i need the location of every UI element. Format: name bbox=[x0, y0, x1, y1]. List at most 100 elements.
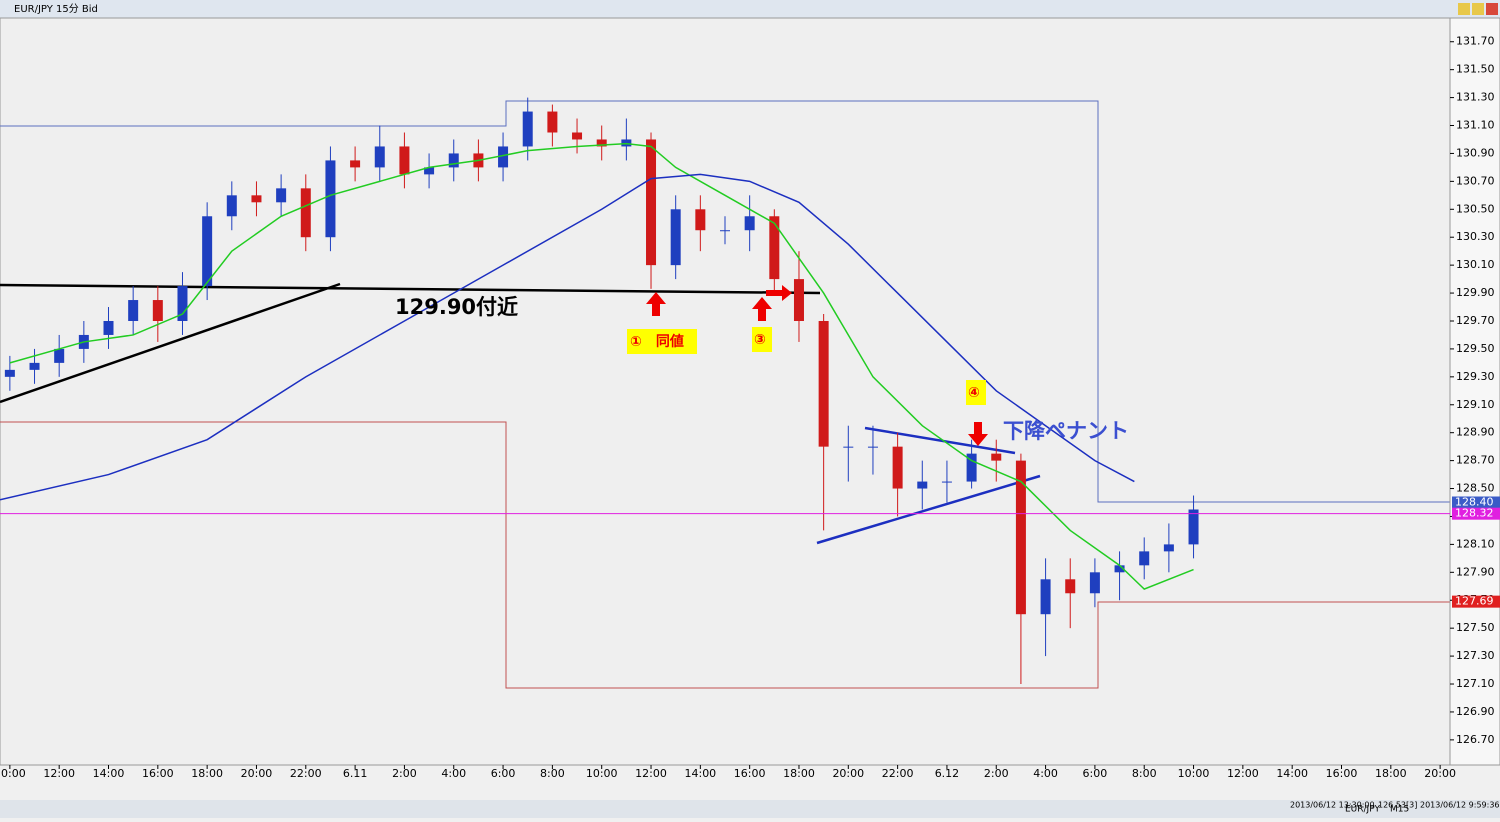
x-tick-label: 6:00 bbox=[1083, 767, 1108, 780]
arrow-up bbox=[752, 297, 772, 321]
y-tick-label: 129.50 bbox=[1456, 342, 1495, 355]
x-tick-label: 16:00 bbox=[142, 767, 174, 780]
y-tick-label: 131.70 bbox=[1456, 35, 1495, 48]
window-title: EUR/JPY 15分 Bid bbox=[14, 3, 98, 15]
x-tick-label: 6.12 bbox=[935, 767, 960, 780]
x-tick-label: 20:00 bbox=[241, 767, 273, 780]
candle-body bbox=[54, 348, 65, 363]
candle-body bbox=[276, 188, 287, 203]
candle-body bbox=[892, 446, 903, 489]
moving-average bbox=[0, 173, 1135, 501]
y-tick-label: 126.90 bbox=[1456, 705, 1495, 718]
candle-body bbox=[1114, 565, 1125, 573]
price-axis bbox=[1449, 17, 1500, 766]
max-button[interactable] bbox=[1472, 3, 1484, 15]
label-bg bbox=[627, 329, 697, 354]
candle-body bbox=[1015, 460, 1026, 615]
x-tick-label: 10:00 bbox=[586, 767, 618, 780]
candle-body bbox=[202, 216, 213, 287]
candle-body bbox=[4, 369, 15, 377]
x-tick-label: 14:00 bbox=[93, 767, 125, 780]
candle-body bbox=[251, 195, 262, 203]
x-tick-label: 14:00 bbox=[1276, 767, 1308, 780]
candle-body bbox=[1065, 579, 1076, 594]
y-tick-label: 129.10 bbox=[1456, 398, 1495, 411]
x-tick-label: 18:00 bbox=[1375, 767, 1407, 780]
candle-body bbox=[966, 453, 977, 482]
y-tick-label: 129.30 bbox=[1456, 370, 1495, 383]
mark3-label: ③ bbox=[754, 332, 766, 348]
x-tick-label: 2:00 bbox=[984, 767, 1009, 780]
x-tick-label: 12:00 bbox=[1227, 767, 1259, 780]
candle-body bbox=[843, 446, 854, 448]
mark1-label: ① 同値 bbox=[630, 333, 684, 350]
price-label: 128.32 bbox=[1455, 507, 1494, 520]
candle-body bbox=[350, 160, 361, 168]
y-tick-label: 128.90 bbox=[1456, 426, 1495, 439]
min-button[interactable] bbox=[1458, 3, 1470, 15]
candle-body bbox=[720, 230, 730, 232]
plot bbox=[0, 97, 1500, 689]
y-tick-label: 128.10 bbox=[1456, 537, 1495, 550]
candle-body bbox=[596, 139, 607, 147]
status-period[interactable]: M15 bbox=[1390, 805, 1409, 815]
candle-body bbox=[300, 188, 311, 238]
x-tick-label: 16:00 bbox=[1326, 767, 1358, 780]
candle-body bbox=[793, 279, 804, 321]
y-tick-label: 130.70 bbox=[1456, 174, 1495, 187]
status-bar bbox=[0, 800, 1500, 818]
price-label: 127.69 bbox=[1455, 595, 1494, 608]
y-tick-label: 131.10 bbox=[1456, 119, 1495, 132]
y-tick-label: 128.50 bbox=[1456, 482, 1495, 495]
y-tick-label: 127.10 bbox=[1456, 677, 1495, 690]
candle-body bbox=[1188, 509, 1199, 545]
candle-body bbox=[1139, 551, 1150, 566]
y-tick-label: 130.30 bbox=[1456, 230, 1495, 243]
status-symbol[interactable]: EUR/JPY bbox=[1345, 805, 1380, 815]
arrow-right bbox=[766, 285, 792, 301]
candle-body bbox=[818, 320, 829, 447]
price-label-bg bbox=[1452, 507, 1500, 520]
status-info: 2013/06/12 13:30:00 bbox=[1290, 801, 1375, 810]
y-tick-label: 131.50 bbox=[1456, 63, 1495, 76]
arrow-up bbox=[646, 292, 666, 316]
y-tick-label: 131.30 bbox=[1456, 91, 1495, 104]
x-tick-label: 22:00 bbox=[882, 767, 914, 780]
candle-body bbox=[226, 195, 237, 217]
moving-average bbox=[9, 142, 1194, 590]
candle-body bbox=[498, 146, 509, 168]
x-tick-label: 18:00 bbox=[191, 767, 223, 780]
candle-body bbox=[128, 300, 139, 321]
candle-body bbox=[374, 146, 385, 168]
y-tick-label: 127.30 bbox=[1456, 649, 1495, 662]
candle-body bbox=[1089, 572, 1100, 594]
mark4-label: ④ bbox=[968, 385, 980, 401]
label-bg bbox=[966, 380, 986, 405]
plot-area bbox=[0, 17, 1451, 766]
candle-body bbox=[29, 362, 40, 370]
candle-body bbox=[522, 111, 533, 147]
x-tick-label: 12:00 bbox=[43, 767, 75, 780]
x-tick-label: 6.11 bbox=[343, 767, 368, 780]
candle-body bbox=[1040, 579, 1051, 615]
x-tick-label: 14:00 bbox=[684, 767, 716, 780]
candle-body bbox=[448, 153, 459, 168]
y-tick-label: 129.90 bbox=[1456, 286, 1495, 299]
y-tick-label: 130.10 bbox=[1456, 258, 1495, 271]
x-tick-label: 8:00 bbox=[540, 767, 565, 780]
pennant-upper bbox=[864, 426, 1016, 455]
y-tick-label: 127.90 bbox=[1456, 565, 1495, 578]
status-info: 2013/06/12 9:59:36 bbox=[1420, 801, 1500, 810]
label-bg bbox=[752, 327, 772, 352]
candle-body bbox=[547, 111, 558, 133]
candle-body bbox=[769, 216, 780, 280]
y-tick-label: 130.90 bbox=[1456, 146, 1495, 159]
title-bar bbox=[0, 0, 1500, 18]
candle-body bbox=[152, 300, 163, 321]
close-button[interactable] bbox=[1486, 3, 1498, 15]
candle-body bbox=[670, 209, 681, 266]
pennant-label: 下降ペナント bbox=[1003, 419, 1129, 443]
x-tick-label: 22:00 bbox=[290, 767, 322, 780]
x-tick-label: 10:00 bbox=[0, 767, 26, 780]
